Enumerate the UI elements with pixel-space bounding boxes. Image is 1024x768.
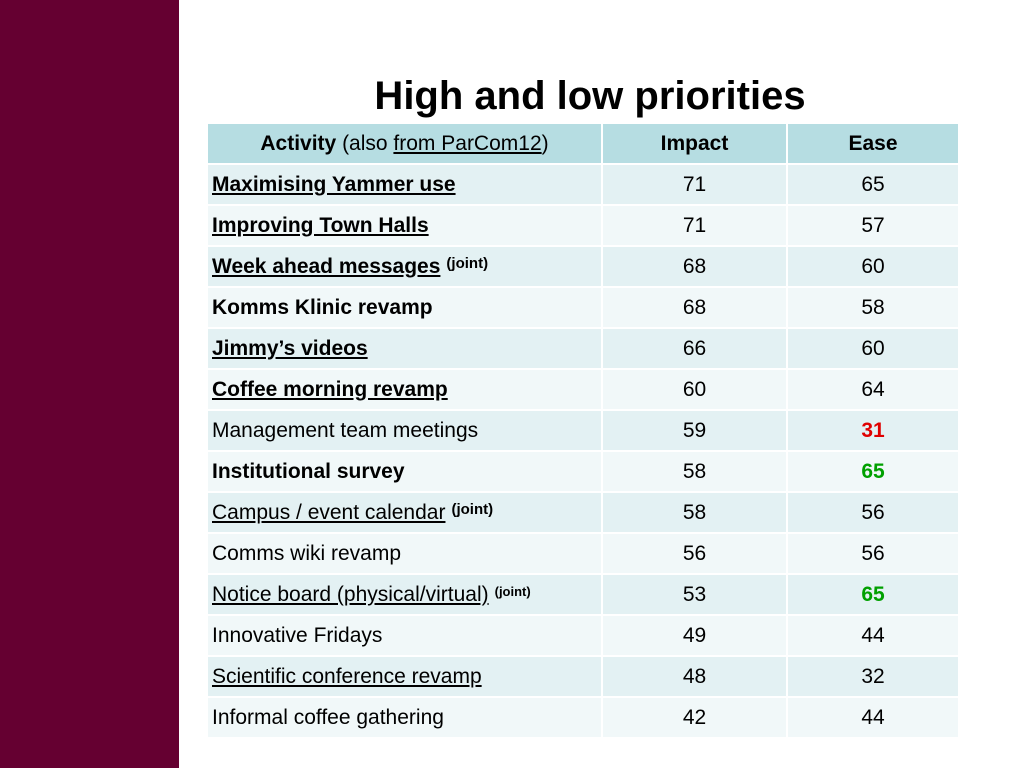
impact-cell: 71	[601, 204, 788, 247]
ease-cell: 60	[786, 245, 960, 288]
table-row: Notice board (physical/virtual) (joint) 53…	[206, 573, 960, 616]
impact-cell: 49	[601, 614, 788, 657]
table-row: Institutional survey 58 65	[206, 450, 960, 493]
activity-name[interactable]: Campus / event calendar	[212, 500, 446, 524]
activity-cell: Informal coffee gathering	[206, 696, 603, 739]
impact-cell: 48	[601, 655, 788, 698]
activity-name: Management team meetings	[212, 418, 479, 442]
table-row: Innovative Fridays 49 44	[206, 614, 960, 657]
priorities-table: Activity (also from ParCom12) Impact Eas…	[206, 122, 960, 739]
impact-cell: 42	[601, 696, 788, 739]
ease-cell: 44	[786, 696, 960, 739]
parcom12-link[interactable]: from ParCom12	[393, 131, 542, 155]
table-row: Scientific conference revamp 48 32	[206, 655, 960, 698]
activity-cell: Week ahead messages (joint)	[206, 245, 603, 288]
impact-cell: 58	[601, 450, 788, 493]
activity-name[interactable]: Week ahead messages	[212, 254, 441, 278]
table-row: Komms Klinic revamp 68 58	[206, 286, 960, 329]
activity-name[interactable]: Scientific conference revamp	[212, 664, 482, 688]
activity-cell: Coffee morning revamp	[206, 368, 603, 411]
also-prefix: (also	[342, 131, 394, 155]
activity-cell: Maximising Yammer use	[206, 163, 603, 206]
column-header-activity: Activity (also from ParCom12)	[206, 122, 603, 165]
activity-cell: Management team meetings	[206, 409, 603, 452]
column-header-impact: Impact	[601, 122, 788, 165]
impact-cell: 68	[601, 286, 788, 329]
impact-cell: 71	[601, 163, 788, 206]
ease-cell: 56	[786, 532, 960, 575]
activity-cell: Notice board (physical/virtual) (joint)	[206, 573, 603, 616]
activity-cell: Jimmy’s videos	[206, 327, 603, 370]
impact-cell: 66	[601, 327, 788, 370]
table-row: Jimmy’s videos 66 60	[206, 327, 960, 370]
table-header-row: Activity (also from ParCom12) Impact Eas…	[206, 122, 960, 165]
impact-cell: 68	[601, 245, 788, 288]
activity-cell: Comms wiki revamp	[206, 532, 603, 575]
activity-name: Informal coffee gathering	[212, 705, 444, 729]
activity-name: Komms Klinic revamp	[212, 295, 433, 319]
activity-name: Comms wiki revamp	[212, 541, 402, 565]
impact-cell: 60	[601, 368, 788, 411]
ease-cell: 32	[786, 655, 960, 698]
joint-note: (joint)	[451, 500, 494, 518]
activity-name: Institutional survey	[212, 459, 405, 483]
impact-cell: 56	[601, 532, 788, 575]
table-row: Management team meetings 59 31	[206, 409, 960, 452]
activity-cell: Improving Town Halls	[206, 204, 603, 247]
table-row: Informal coffee gathering 42 44	[206, 696, 960, 739]
activity-name[interactable]: Maximising Yammer use	[212, 172, 456, 196]
activity-name[interactable]: Notice board (physical/virtual)	[212, 582, 489, 606]
ease-cell: 44	[786, 614, 960, 657]
ease-cell: 64	[786, 368, 960, 411]
table-row: Improving Town Halls 71 57	[206, 204, 960, 247]
activity-cell: Campus / event calendar (joint)	[206, 491, 603, 534]
table-row: Comms wiki revamp 56 56	[206, 532, 960, 575]
joint-note: (joint)	[494, 583, 531, 599]
impact-cell: 53	[601, 573, 788, 616]
slide-title: High and low priorities	[374, 74, 806, 118]
also-suffix: )	[541, 131, 549, 155]
table-row: Campus / event calendar (joint) 58 56	[206, 491, 960, 534]
ease-cell: 65	[786, 163, 960, 206]
table-row: Maximising Yammer use 71 65	[206, 163, 960, 206]
slide-sidebar-band	[0, 0, 179, 768]
joint-note: (joint)	[446, 254, 489, 272]
ease-cell: 57	[786, 204, 960, 247]
table-row: Week ahead messages (joint) 68 60	[206, 245, 960, 288]
activity-name[interactable]: Coffee morning revamp	[212, 377, 448, 401]
ease-cell: 60	[786, 327, 960, 370]
ease-cell: 65	[786, 450, 960, 493]
activity-cell: Komms Klinic revamp	[206, 286, 603, 329]
column-header-ease: Ease	[786, 122, 960, 165]
activity-header-label: Activity	[260, 131, 337, 155]
activity-cell: Innovative Fridays	[206, 614, 603, 657]
ease-cell: 31	[786, 409, 960, 452]
activity-cell: Institutional survey	[206, 450, 603, 493]
impact-cell: 58	[601, 491, 788, 534]
impact-cell: 59	[601, 409, 788, 452]
table-row: Coffee morning revamp 60 64	[206, 368, 960, 411]
ease-cell: 58	[786, 286, 960, 329]
activity-cell: Scientific conference revamp	[206, 655, 603, 698]
activity-name[interactable]: Improving Town Halls	[212, 213, 429, 237]
ease-cell: 65	[786, 573, 960, 616]
activity-name: Innovative Fridays	[212, 623, 383, 647]
activity-name[interactable]: Jimmy’s videos	[212, 336, 368, 360]
ease-cell: 56	[786, 491, 960, 534]
